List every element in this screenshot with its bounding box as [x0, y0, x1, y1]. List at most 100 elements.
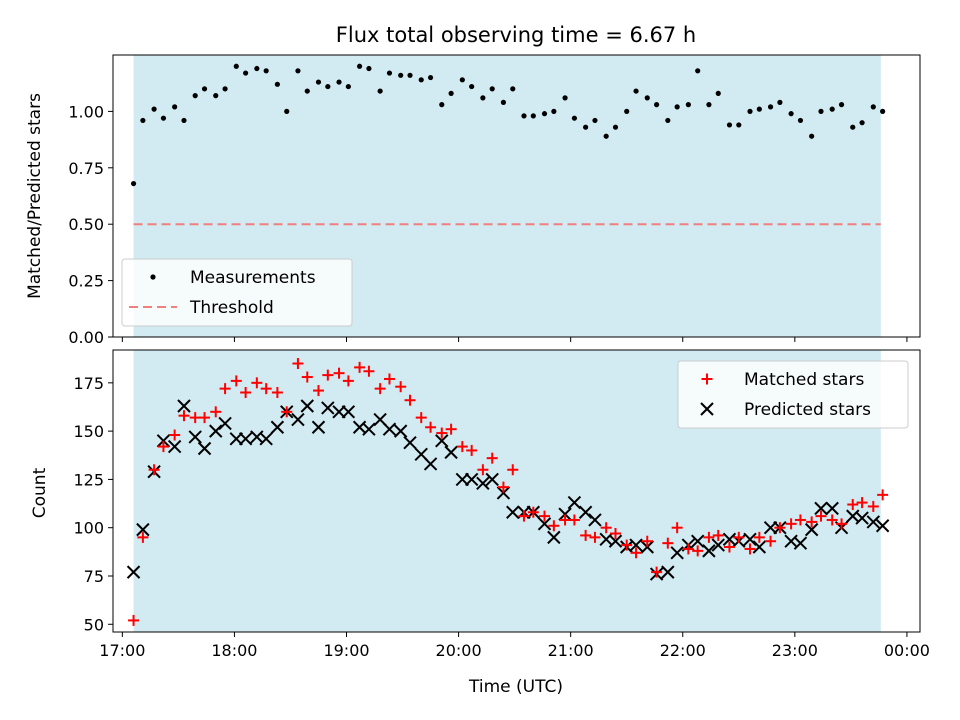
- measurement-point: [254, 65, 260, 72]
- count-legend-box: [677, 360, 909, 429]
- predicted-star-point: [382, 422, 397, 436]
- predicted-star-point: [476, 476, 490, 490]
- predicted-star-point: [238, 432, 253, 446]
- y-tick-label: 0.25: [68, 272, 104, 291]
- x-axis-label: Time (UTC): [468, 677, 563, 697]
- matched-star-point: [568, 514, 580, 526]
- matched-star-point: [251, 377, 263, 389]
- figure-title: Flux total observing time = 6.67 h: [336, 23, 696, 47]
- measurement-point: [325, 83, 331, 90]
- matched-star-point: [610, 527, 622, 539]
- matched-star-point: [559, 514, 571, 526]
- matched-star-point: [486, 452, 498, 464]
- measurement-point: [418, 77, 424, 83]
- predicted-star-point: [537, 517, 552, 531]
- measurement-point: [706, 102, 712, 108]
- matched-star-point: [199, 412, 211, 424]
- matched-star-point: [497, 481, 509, 493]
- measurement-point: [243, 70, 249, 76]
- predicted-star-point: [197, 441, 212, 456]
- predicted-star-point: [341, 405, 356, 419]
- y-tick-label: 125: [73, 470, 104, 489]
- x-tick-label: 17:00: [99, 641, 145, 660]
- count-panel: 17:00 18:00 19:00 20:00 21:00 22:00 23:00 00:00…: [30, 349, 930, 697]
- count-y-axis-label: Count: [30, 467, 50, 518]
- measurement-point: [870, 104, 876, 110]
- measurement-point: [530, 113, 536, 119]
- matched-star-point: [692, 545, 704, 557]
- measurement-point: [336, 79, 342, 85]
- predicted-star-point: [640, 540, 654, 554]
- x-tick-label: 23:00: [772, 641, 818, 660]
- matched-star-point: [363, 365, 375, 377]
- matched-star-point: [477, 464, 489, 476]
- measurement-point: [797, 117, 804, 124]
- matched-star-point: [230, 375, 242, 387]
- predicted-star-point: [362, 422, 376, 436]
- predicted-star-point: [866, 515, 881, 529]
- measurement-point: [140, 117, 146, 124]
- matched-star-point: [436, 427, 448, 439]
- measurement-point: [612, 124, 619, 130]
- x-tick-label: 22:00: [660, 641, 706, 660]
- ratio-plot-frame: [112, 54, 921, 338]
- matched-star-point: [826, 514, 838, 526]
- measurement-point: [345, 83, 351, 90]
- predicted-star-point: [270, 420, 285, 434]
- matched-star-point: [260, 383, 272, 395]
- measurement-point: [633, 88, 639, 94]
- y-tick-label: 100: [73, 519, 104, 538]
- matched-star-point: [271, 386, 283, 398]
- predicted-star-point: [496, 486, 511, 500]
- predicted-star-point: [300, 399, 314, 413]
- matched-star-point: [641, 535, 653, 547]
- legend-predicted-marker: [700, 402, 714, 416]
- measurement-point: [880, 108, 886, 114]
- measurement-point: [469, 83, 475, 90]
- measurement-point: [715, 90, 721, 96]
- ratio-legend: Measurements Threshold: [121, 258, 353, 327]
- matched-star-point: [322, 369, 334, 381]
- predicted-star-point: [711, 538, 725, 552]
- legend-measurements-label: Measurements: [190, 268, 316, 288]
- measurement-point: [386, 70, 393, 76]
- y-tick-label: 0.00: [68, 328, 104, 347]
- count-y-ticks: 50 75 100 125 150 175: [73, 374, 113, 634]
- matched-star-point: [301, 371, 313, 383]
- measurement-point: [295, 68, 301, 74]
- matched-star-point: [169, 429, 181, 441]
- count-x-ticks: 17:00 18:00 19:00 20:00 21:00 22:00 23:00 00:00: [99, 632, 930, 660]
- predicted-star-point: [126, 565, 141, 579]
- measurement-point: [829, 106, 835, 112]
- measurement-point: [726, 122, 733, 128]
- predicted-star-point: [752, 540, 767, 554]
- measurement-point: [809, 133, 815, 139]
- predicted-star-point: [321, 401, 335, 415]
- legend-matched-plus: [701, 373, 713, 385]
- measurement-point: [788, 111, 794, 117]
- matched-star-point: [312, 385, 324, 397]
- measurement-point: [665, 117, 671, 124]
- matched-star-point: [240, 386, 252, 398]
- measurement-point: [562, 95, 568, 101]
- predicted-star-point: [578, 505, 593, 519]
- matched-star-point: [219, 383, 231, 395]
- predicted-star-point: [485, 472, 499, 487]
- matched-star-point: [806, 516, 818, 528]
- measurement-point: [315, 79, 322, 85]
- predicted-star-point: [167, 439, 182, 454]
- y-tick-label: 150: [73, 422, 104, 441]
- predicted-star-point: [156, 434, 171, 448]
- matched-star-point: [600, 522, 612, 534]
- predicted-star-point: [804, 522, 819, 537]
- matched-star-point: [383, 373, 395, 385]
- predicted-star-point: [393, 424, 408, 438]
- measurement-point: [850, 124, 856, 130]
- measurement-point: [685, 102, 691, 108]
- measurement-point: [624, 108, 630, 114]
- predicted-star-point: [188, 430, 202, 444]
- ratio-x-ticks: [121, 337, 908, 342]
- predicted-star-point: [259, 432, 273, 446]
- measurement-point: [172, 104, 178, 110]
- predicted-star-point: [814, 501, 828, 516]
